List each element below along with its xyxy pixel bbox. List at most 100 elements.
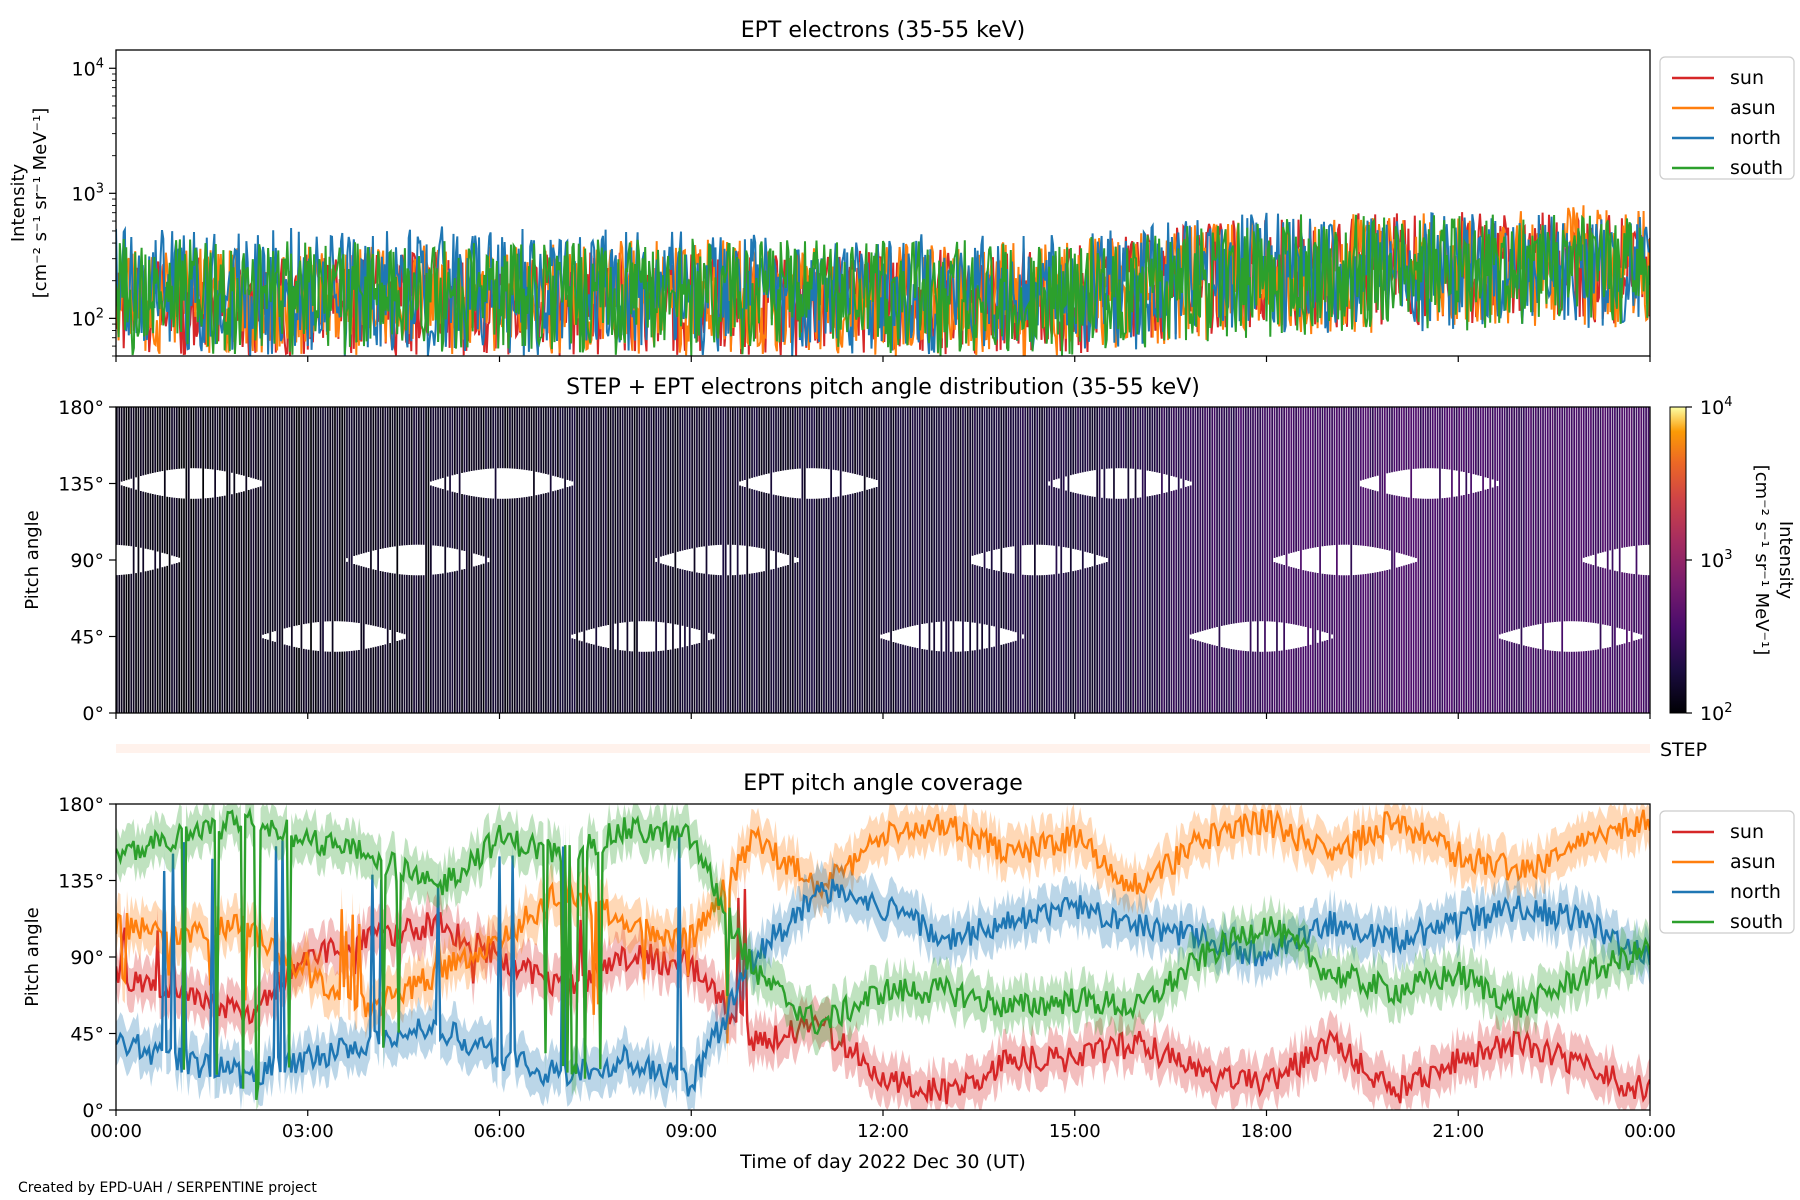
heatmap-cell (1628, 573, 1631, 631)
heatmap-cell (1393, 495, 1396, 713)
heatmap-cell (1566, 651, 1568, 713)
heatmap-cell (631, 651, 634, 713)
heatmap-cell (178, 562, 181, 713)
heatmap-cell (372, 407, 375, 551)
heatmap-cell (144, 571, 147, 713)
heatmap-cell (197, 407, 200, 469)
heatmap-cell (883, 407, 885, 634)
heatmap-cell (1501, 407, 1504, 634)
heatmap-cell (1151, 495, 1154, 713)
heatmap-cell (151, 407, 154, 474)
heatmap-cell (540, 407, 542, 473)
heatmap-cell (976, 565, 979, 713)
heatmap-cell (995, 407, 998, 550)
heatmap-cell (525, 496, 528, 713)
heatmap-cell (604, 647, 607, 713)
heatmap-cell (959, 651, 962, 713)
heatmap-cell (1621, 572, 1623, 629)
heatmap-cell (818, 498, 821, 713)
heatmap-cell (791, 407, 794, 470)
heatmap-cell (621, 650, 624, 713)
panel1-yunit: [cm⁻² s⁻¹ sr⁻¹ MeV⁻¹] (30, 108, 51, 299)
heatmap-cell (1609, 407, 1611, 551)
heatmap-cell (1266, 651, 1269, 713)
heatmap-cell (664, 564, 667, 713)
heatmap-cell (163, 566, 166, 713)
heatmap-cell (1045, 407, 1048, 546)
heatmap-cell (609, 407, 612, 713)
heatmap-cell (298, 407, 300, 626)
heatmap-cell (1566, 407, 1568, 622)
heatmap-cell (1110, 498, 1113, 713)
heatmap-cell (638, 651, 641, 713)
heatmap-cell (1297, 407, 1300, 552)
heatmap-cell (794, 498, 797, 558)
heatmap-cell (1196, 407, 1199, 633)
heatmap-cell (1554, 407, 1556, 622)
panel-step-strip: STEP (116, 739, 1707, 761)
heatmap-cell (441, 489, 444, 547)
heatmap-cell (1187, 486, 1190, 713)
heatmap-cell (147, 492, 149, 550)
heatmap-cell (267, 639, 269, 713)
heatmap-cell (1216, 407, 1218, 628)
heatmap-cell (1211, 407, 1214, 629)
heatmap-cell (1007, 407, 1010, 548)
heatmap-cell (1388, 407, 1391, 473)
heatmap-cell (465, 407, 468, 472)
heatmap-cell (482, 497, 485, 557)
heatmap-cell (408, 575, 411, 713)
heatmap-cell (758, 572, 761, 713)
heatmap-cell (243, 407, 245, 476)
y-tick-label: 104 (72, 56, 104, 80)
heatmap-cell (1292, 567, 1295, 625)
heatmap-cell (1407, 497, 1410, 556)
heatmap-cell (360, 407, 363, 554)
heatmap-cell (1069, 491, 1072, 713)
heatmap-cell (1211, 644, 1214, 713)
heatmap-cell (120, 485, 123, 546)
heatmap-cell (139, 572, 142, 713)
legend-label-asun: asun (1730, 851, 1776, 873)
heatmap-cell (240, 491, 243, 713)
heatmap-cell (1460, 495, 1463, 713)
panel2-title: STEP + EPT electrons pitch angle distrib… (566, 375, 1200, 400)
heatmap-cell (326, 651, 329, 713)
heatmap-cell (686, 407, 689, 550)
heatmap-cell (1050, 407, 1053, 546)
heatmap-cell (1103, 562, 1106, 713)
heatmap-cell (461, 569, 463, 713)
heatmap-cell (1415, 498, 1417, 559)
heatmap-cell (398, 574, 401, 633)
heatmap-cell (1568, 407, 1571, 622)
heatmap-cell (844, 495, 847, 713)
panel2-yticks: 0° 45° 90° 135° 180° (58, 397, 116, 725)
heatmap-cell (1376, 572, 1379, 713)
heatmap-cell (1012, 573, 1015, 632)
heatmap-cell (1300, 647, 1302, 713)
heatmap-cell (1415, 561, 1417, 713)
heatmap-cell (1288, 566, 1290, 624)
heatmap-cell (391, 407, 394, 547)
heatmap-cell (938, 651, 940, 713)
heatmap-cell (1530, 647, 1532, 713)
heatmap-cell (1592, 650, 1595, 713)
heatmap-cell (468, 495, 471, 713)
heatmap-cell (782, 407, 785, 471)
heatmap-cell (904, 645, 907, 713)
heatmap-cell (1487, 407, 1489, 479)
heatmap-cell (1077, 493, 1079, 550)
heatmap-cell (993, 570, 995, 627)
heatmap-cell (1096, 564, 1099, 713)
heatmap-cell (518, 497, 521, 713)
heatmap-cell (1618, 644, 1621, 713)
heatmap-cell (429, 485, 432, 713)
heatmap-cell (159, 407, 161, 472)
heatmap-cell (1182, 407, 1185, 713)
heatmap-cell (676, 648, 679, 713)
heatmap-cell (1295, 407, 1297, 552)
heatmap-cell (1398, 496, 1401, 554)
heatmap-cell (1086, 567, 1089, 713)
heatmap-cell (885, 407, 888, 634)
heatmap-cell (1110, 407, 1113, 469)
